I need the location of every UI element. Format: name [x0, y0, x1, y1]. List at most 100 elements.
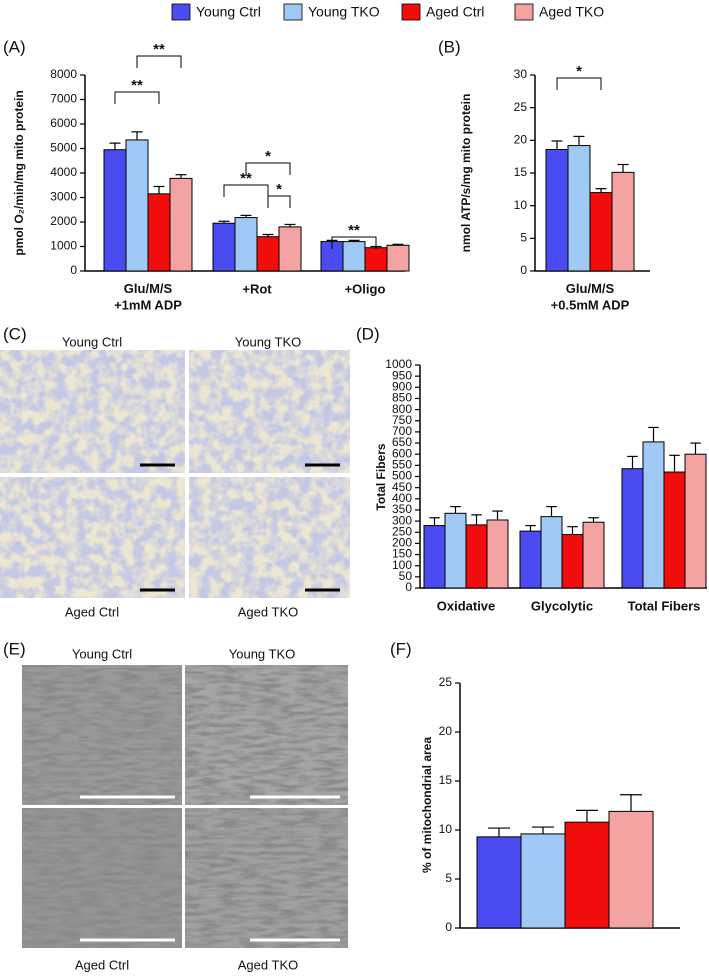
- significance-bracket: [331, 236, 377, 249]
- histology-images: [0, 350, 350, 598]
- panel-label: (A): [3, 37, 26, 56]
- image-texture: [185, 808, 348, 948]
- y-tick-label: 400: [392, 491, 412, 505]
- image-label: Aged TKO: [238, 604, 298, 619]
- y-tick-label: 8000: [50, 67, 77, 81]
- y-tick-label: 750: [392, 413, 412, 427]
- bar: [684, 453, 707, 589]
- bar: [444, 512, 467, 589]
- bar: [278, 226, 302, 272]
- y-tick-label: 4000: [50, 165, 77, 179]
- significance-label: **: [131, 77, 143, 94]
- y-tick-label: 0: [445, 920, 452, 934]
- y-tick-label: 0: [70, 263, 77, 277]
- y-tick-label: 2000: [50, 214, 77, 228]
- y-tick-label: 3000: [50, 190, 77, 204]
- significance-bracket: [114, 91, 160, 104]
- image-texture: [0, 477, 185, 598]
- bar: [540, 516, 563, 589]
- y-axis-label: Total Fibers: [374, 443, 388, 510]
- bar: [169, 177, 193, 272]
- y-tick-label: 10: [439, 822, 453, 836]
- y-tick-label: 5000: [50, 141, 77, 155]
- y-tick-label: 150: [392, 547, 412, 561]
- bar: [465, 524, 488, 589]
- panel-label: (C): [3, 324, 27, 343]
- bar: [520, 833, 566, 929]
- legend-swatch: [401, 3, 421, 21]
- y-tick-label: 6000: [50, 116, 77, 130]
- legend-swatch: [514, 3, 534, 21]
- bar: [519, 530, 542, 589]
- bar: [663, 471, 686, 589]
- image-label: Young Ctrl: [72, 646, 132, 661]
- y-tick-label: 300: [392, 513, 412, 527]
- legend-swatch: [283, 3, 303, 21]
- y-tick-label: 0: [520, 263, 527, 277]
- bar: [589, 192, 613, 272]
- image-texture: [189, 477, 350, 598]
- y-tick-label: 550: [392, 458, 412, 472]
- y-tick-label: 7000: [50, 92, 77, 106]
- y-tick-label: 1000: [385, 357, 412, 371]
- em-images: [22, 665, 348, 948]
- significance-label: **: [240, 170, 252, 187]
- bar: [256, 236, 280, 272]
- bar: [386, 244, 410, 272]
- bar: [486, 519, 509, 589]
- bar: [642, 441, 665, 589]
- bar: [582, 521, 605, 589]
- x-tick-label: Total Fibers: [628, 598, 701, 613]
- legend-label: Aged TKO: [539, 4, 604, 20]
- y-tick-label: 50: [399, 569, 413, 583]
- bar: [125, 139, 149, 272]
- image-label: Aged TKO: [238, 957, 298, 972]
- y-tick-label: 950: [392, 368, 412, 382]
- significance-label: **: [153, 41, 165, 58]
- bar: [234, 217, 258, 272]
- legend-label: Young TKO: [308, 4, 380, 20]
- panel-label: (F): [390, 639, 412, 658]
- y-tick-label: 100: [392, 558, 412, 572]
- image-texture: [22, 665, 182, 805]
- y-tick-label: 15: [439, 773, 453, 787]
- y-tick-label: 350: [392, 502, 412, 516]
- image-texture: [22, 808, 182, 948]
- legend-label: Aged Ctrl: [426, 4, 484, 20]
- significance-label: *: [276, 181, 282, 198]
- y-tick-label: 500: [392, 469, 412, 483]
- bar: [212, 222, 236, 272]
- y-tick-label: 450: [392, 480, 412, 494]
- y-tick-label: 850: [392, 391, 412, 405]
- bar: [476, 836, 522, 929]
- bar: [364, 247, 388, 272]
- y-tick-label: 5: [520, 231, 527, 245]
- image-label: Young TKO: [229, 646, 296, 661]
- panel-label: (E): [3, 639, 26, 658]
- bar: [147, 193, 171, 272]
- y-axis-label: pmol O₂/min/mg mito protein: [12, 90, 26, 255]
- bar: [103, 149, 127, 272]
- y-tick-label: 10: [514, 198, 528, 212]
- image-label: Young Ctrl: [62, 334, 122, 349]
- bar: [621, 468, 644, 589]
- y-tick-label: 20: [514, 133, 528, 147]
- y-tick-label: 25: [514, 100, 528, 114]
- significance-bracket: [245, 162, 291, 175]
- x-tick-label: Glycolytic: [531, 598, 593, 613]
- significance-label: *: [265, 148, 271, 165]
- y-tick-label: 800: [392, 402, 412, 416]
- y-tick-label: 650: [392, 435, 412, 449]
- image-texture: [189, 350, 350, 473]
- bar: [423, 525, 446, 589]
- x-tick-label: Oxidative: [437, 598, 496, 613]
- image-label: Aged Ctrl: [75, 957, 129, 972]
- y-tick-label: 5: [445, 871, 452, 885]
- y-tick-label: 200: [392, 536, 412, 550]
- significance-bracket: [267, 195, 291, 208]
- legend-label: Young Ctrl: [196, 4, 261, 20]
- y-axis-label: % of mitochondrial area: [420, 737, 434, 873]
- significance-bracket: [136, 55, 182, 68]
- bar: [561, 533, 584, 589]
